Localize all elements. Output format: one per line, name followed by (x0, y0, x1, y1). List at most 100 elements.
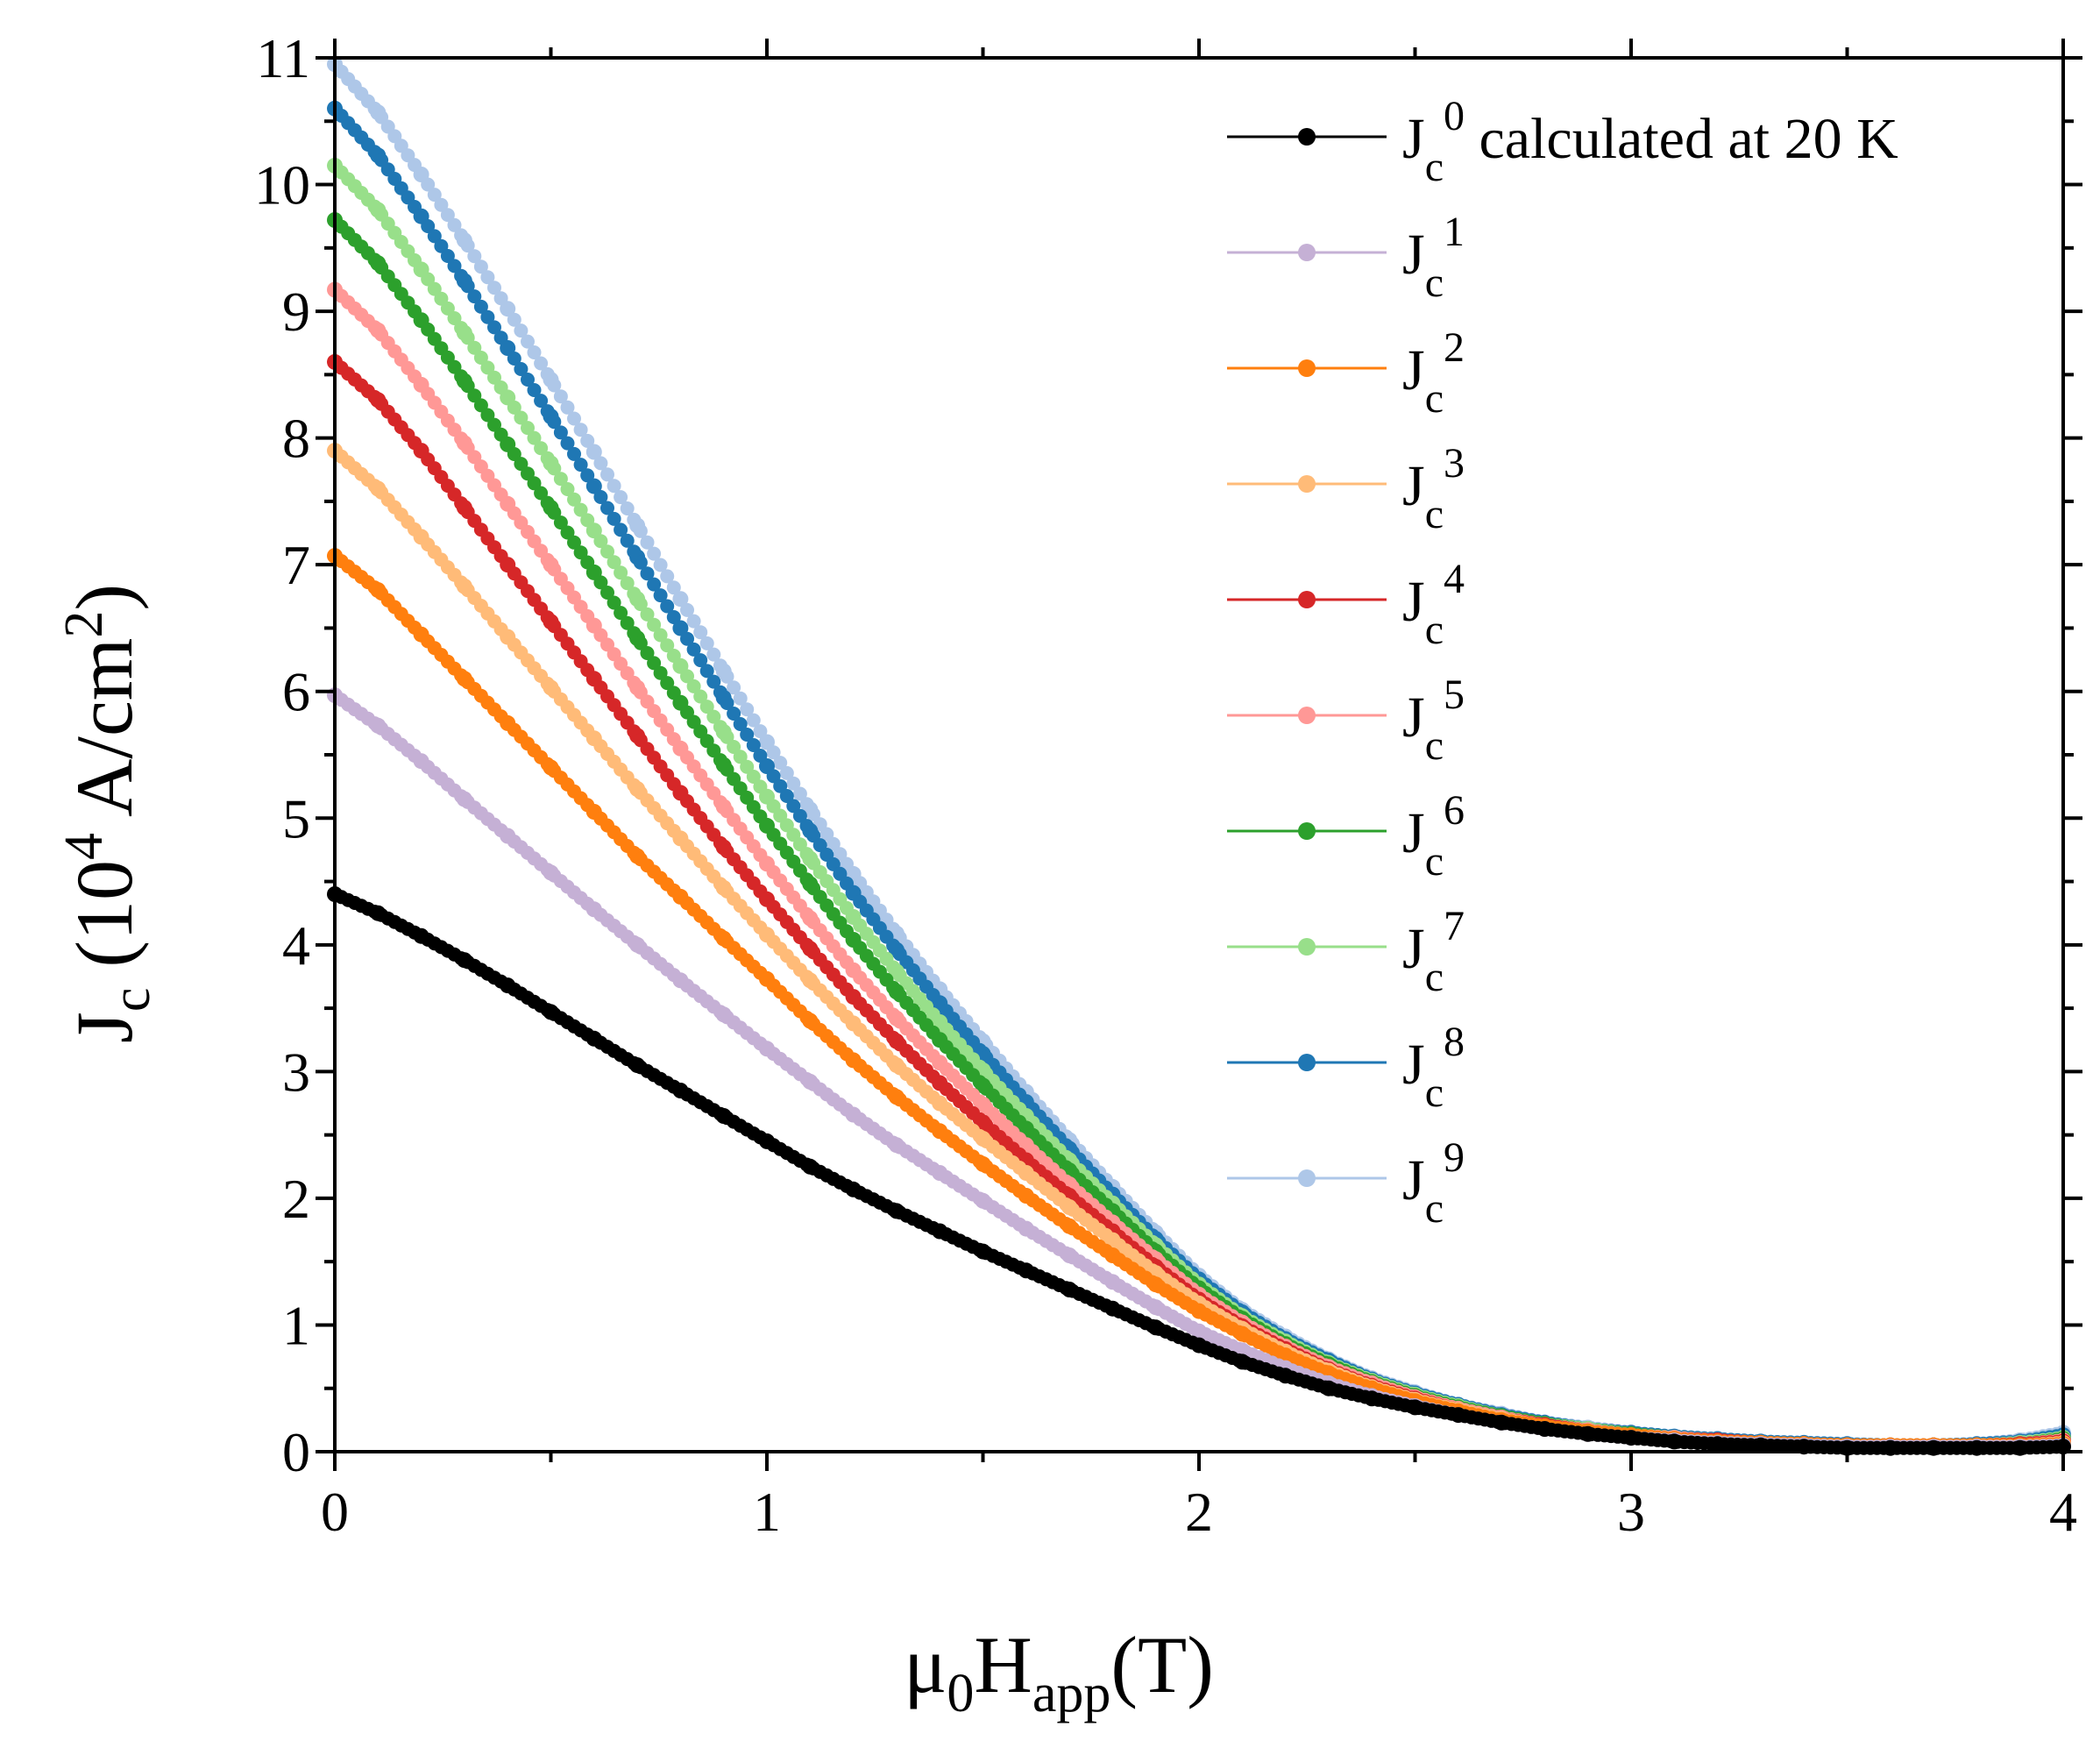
curve-marker (699, 664, 714, 679)
curve-marker (493, 330, 508, 345)
curve-marker (633, 555, 648, 570)
curve-marker (653, 665, 668, 680)
curve-marker (614, 565, 628, 580)
curve-marker (493, 427, 508, 442)
curve-marker (760, 759, 774, 773)
curve-marker (773, 778, 788, 793)
marks-layer (327, 56, 2071, 1456)
curve-marker (740, 702, 755, 717)
curve-marker (727, 680, 741, 695)
curve-marker (421, 219, 436, 233)
curve-marker (786, 799, 801, 814)
curve-marker (573, 458, 588, 473)
legend-item-9: Jc9 (1227, 1134, 1465, 1232)
curve-marker (473, 259, 488, 274)
curve-marker (653, 628, 668, 643)
curve-marker (427, 229, 442, 244)
curve-marker (527, 383, 542, 397)
curve-marker (660, 599, 675, 614)
curve-marker (699, 700, 714, 714)
curve-marker (534, 356, 549, 371)
legend-label: Jc4 (1402, 556, 1465, 653)
y-tick-label: 2 (282, 1168, 310, 1230)
curve-marker (467, 340, 482, 355)
series-9 (327, 56, 2071, 1453)
curve-marker (614, 522, 628, 537)
curve-marker (633, 597, 648, 612)
curve-marker (500, 341, 515, 355)
curve-marker (473, 351, 488, 365)
curve-marker (620, 533, 635, 548)
curve-marker (460, 238, 475, 253)
y-tick-label: 1 (282, 1294, 310, 1356)
curve-marker (560, 482, 575, 496)
curve-marker (607, 555, 621, 570)
y-tick-label: 3 (282, 1041, 310, 1103)
legend-item-8: Jc8 (1227, 1019, 1465, 1116)
curve-marker (460, 279, 475, 294)
curve-marker (600, 544, 614, 559)
legend-marker (1298, 1169, 1316, 1187)
y-tick-label: 8 (282, 408, 310, 470)
curve-marker (633, 523, 648, 538)
curve-marker (521, 421, 535, 436)
legend-item-6: Jc6 (1227, 787, 1465, 885)
curve-marker (527, 476, 542, 491)
curve-marker (792, 786, 807, 801)
curve-marker (660, 676, 675, 691)
curve-marker (706, 674, 721, 689)
curve-marker (627, 626, 642, 641)
curve-marker (567, 411, 581, 426)
curve-marker (487, 281, 501, 295)
curve-marker (593, 575, 608, 590)
curve-marker (673, 592, 688, 607)
curve-marker (706, 647, 721, 662)
curve-marker (454, 321, 469, 336)
curve-marker (534, 394, 549, 409)
curve-marker (440, 208, 455, 223)
legend-item-7: Jc7 (1227, 903, 1465, 1000)
curve-marker (740, 759, 755, 774)
legend-label: Jc9 (1402, 1134, 1465, 1232)
curve-marker (686, 642, 701, 657)
curve-marker (480, 360, 495, 375)
curve-marker (607, 479, 621, 494)
series-line-8 (332, 106, 2064, 1448)
curve-marker (493, 291, 508, 306)
legend-label: Jc5 (1402, 672, 1465, 769)
legend-marker (1298, 475, 1316, 493)
curve-marker (806, 807, 821, 821)
curve-marker (647, 577, 662, 592)
curve-marker (627, 586, 642, 601)
y-tick-label: 9 (282, 281, 310, 343)
curve-marker (799, 797, 814, 812)
curve-marker (720, 729, 734, 744)
legend-label: Jc7 (1402, 903, 1465, 1000)
legend-label: Jc6 (1402, 787, 1465, 885)
curve-marker (414, 209, 429, 224)
legend-item-0: Jc0 calculated at 20 K (1227, 93, 1898, 190)
legend-label: Jc3 (1402, 440, 1465, 537)
curve-marker (414, 167, 429, 181)
curve-marker (447, 217, 462, 232)
curve-marker (580, 433, 595, 448)
curve-marker (779, 765, 794, 780)
curve-marker (680, 602, 694, 617)
x-axis-title: μ0Happ(T) (904, 1620, 1214, 1723)
curve-marker (527, 345, 542, 359)
curve-marker (434, 238, 449, 253)
curve-marker (673, 658, 688, 673)
curve-marker (666, 686, 681, 700)
series-8 (327, 100, 2071, 1453)
curve-marker (586, 523, 601, 538)
curve-marker (454, 228, 469, 243)
curve-marker (786, 776, 801, 791)
curve-marker (640, 607, 655, 622)
curve-marker (819, 827, 834, 842)
curve-marker (686, 679, 701, 693)
curve-marker (487, 320, 501, 335)
x-tick-label: 0 (321, 1481, 349, 1543)
curve-marker (727, 740, 741, 754)
curve-marker (640, 535, 655, 550)
y-tick-label: 0 (282, 1421, 310, 1483)
